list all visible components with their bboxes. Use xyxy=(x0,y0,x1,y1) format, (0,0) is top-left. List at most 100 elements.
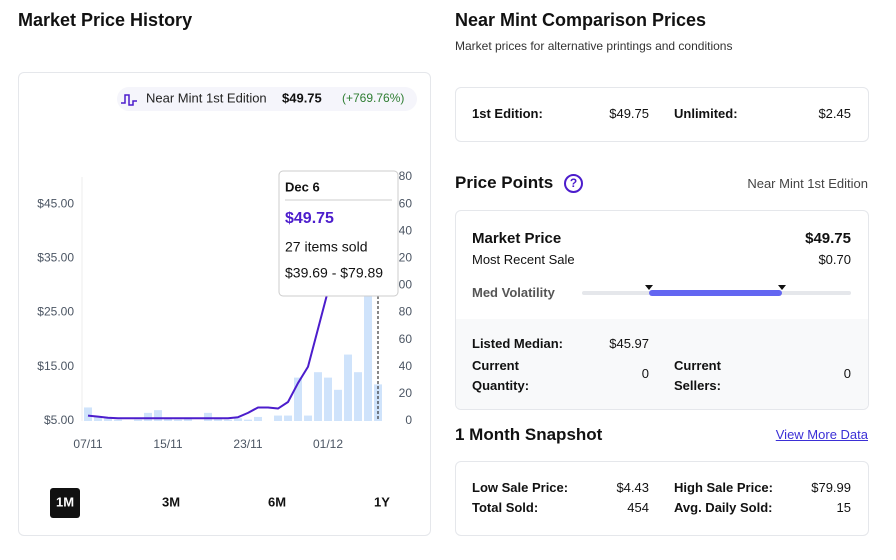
tooltip-date: Dec 6 xyxy=(285,179,320,194)
market-label: Market Price xyxy=(472,230,562,247)
x-tick-label: 23/11 xyxy=(233,437,262,451)
volume-bar xyxy=(144,412,152,421)
stat-value: $45.97 xyxy=(609,336,649,351)
legend-pill xyxy=(117,87,417,111)
volume-bar xyxy=(104,418,112,421)
comparison-label: 1st Edition: xyxy=(472,106,543,121)
legend-name: Near Mint 1st Edition xyxy=(146,90,267,105)
stat-value: 454 xyxy=(627,500,649,515)
volume-bar xyxy=(234,418,242,421)
y2-tick-label: 80 xyxy=(399,305,413,319)
volume-bar xyxy=(204,412,212,421)
x-tick-label: 15/11 xyxy=(153,437,182,451)
volume-bar xyxy=(354,372,362,421)
volume-bar xyxy=(114,419,122,421)
view-more-link[interactable]: View More Data xyxy=(775,427,868,442)
condition: Near Mint 1st Edition xyxy=(747,176,868,191)
tooltip-price: $49.75 xyxy=(285,210,334,227)
volatility-range xyxy=(649,290,782,296)
volume-bar xyxy=(174,419,182,421)
price-points-footer xyxy=(456,319,868,409)
volume-bar xyxy=(84,407,92,421)
legend-change: (+769.76%) xyxy=(342,91,404,105)
comparison-box xyxy=(455,87,869,142)
y2-tick-label: 60 xyxy=(399,332,413,346)
stat-value: 0 xyxy=(843,366,851,381)
section-title: Near Mint Comparison Prices xyxy=(455,10,707,30)
tooltip-sold: 27 items sold xyxy=(285,239,367,255)
volume-bar xyxy=(244,419,252,421)
tooltip: Dec 6 $49.75 27 items sold $39.69 - $79.… xyxy=(278,170,399,297)
recent-value: $0.70 xyxy=(818,252,851,267)
y2-tick-label: 100 xyxy=(392,278,412,292)
section-title: 1 Month Snapshot xyxy=(455,425,603,444)
comparison-label: Unlimited: xyxy=(674,106,738,121)
volatility-label: Med Volatility xyxy=(472,285,555,300)
y-tick-label: $25.00 xyxy=(37,305,74,319)
volume-bar xyxy=(184,418,192,421)
stat-label: Total Sold: xyxy=(472,500,539,515)
stat-label: Current Sellers: xyxy=(674,358,721,393)
range-button[interactable]: 6M xyxy=(268,494,286,509)
y2-tick-label: 140 xyxy=(392,223,412,237)
comparison-value: $49.75 xyxy=(609,106,649,121)
volume-bar xyxy=(364,183,372,421)
range-button[interactable]: 1Y xyxy=(374,494,390,509)
section-subtitle: Market prices for alternative printings … xyxy=(455,39,733,53)
price-points-box xyxy=(455,210,869,410)
volume-bar xyxy=(224,419,232,421)
y2-tick-label: 0 xyxy=(405,413,412,427)
comparison-value: $2.45 xyxy=(818,106,851,121)
volume-bar xyxy=(254,416,262,421)
section-title: Market Price History xyxy=(18,10,193,30)
volume-bar xyxy=(314,372,322,421)
legend-price: $49.75 xyxy=(282,90,322,105)
y-tick-label: $15.00 xyxy=(37,359,74,373)
range-button-active[interactable] xyxy=(50,488,80,518)
y2-tick-label: 180 xyxy=(392,169,412,183)
snapshot-box xyxy=(455,461,869,536)
volume-bar xyxy=(334,389,342,421)
volume-bar xyxy=(214,418,222,421)
recent-label: Most Recent Sale xyxy=(472,252,575,267)
y2-tick-label: 20 xyxy=(399,386,413,400)
tooltip-box xyxy=(278,170,399,297)
range-button[interactable]: 3M xyxy=(162,494,180,509)
stat-label: Listed Median: xyxy=(472,336,564,351)
stat-label: High Sale Price: xyxy=(674,480,773,495)
chart-card xyxy=(18,72,431,536)
help-icon[interactable]: ? xyxy=(564,174,583,193)
stat-label: Low Sale Price: xyxy=(472,480,569,495)
volume-bar xyxy=(304,415,312,421)
volume-bar xyxy=(324,377,332,421)
volume-bar xyxy=(164,418,172,421)
stat-label: Avg. Daily Sold: xyxy=(674,500,773,515)
plot: $5.00 $15.00 $25.00 $35.00 $45.00 0 20 40 60 80 10… xyxy=(37,169,412,451)
stat-value: $4.43 xyxy=(616,480,649,495)
tooltip-range: $39.69 - $79.89 xyxy=(285,265,383,281)
volume-bar xyxy=(94,416,102,421)
y2-tick-label: 160 xyxy=(392,196,412,210)
legend-icon xyxy=(121,94,137,106)
volume-bar xyxy=(154,410,162,421)
stat-value: 15 xyxy=(836,500,851,515)
y-tick-label: $5.00 xyxy=(44,413,74,427)
y2-tick-label: 120 xyxy=(392,251,412,265)
y2-tick-label: 40 xyxy=(399,359,413,373)
stat-value: 0 xyxy=(641,366,649,381)
range-button[interactable]: 1M xyxy=(56,494,74,509)
y-tick-label: $35.00 xyxy=(37,251,74,265)
stat-label: Current Quantity: xyxy=(472,358,530,393)
volume-bar xyxy=(294,377,302,421)
volume-bar xyxy=(284,415,292,421)
market-value: $49.75 xyxy=(805,230,851,247)
x-tick-label: 07/11 xyxy=(73,437,102,451)
stat-value: $79.99 xyxy=(811,480,851,495)
x-tick-label: 01/12 xyxy=(313,437,343,451)
volume-bar xyxy=(274,415,282,421)
section-title: Price Points xyxy=(455,173,554,192)
volume-bar xyxy=(344,354,352,421)
volume-bar xyxy=(134,419,142,421)
